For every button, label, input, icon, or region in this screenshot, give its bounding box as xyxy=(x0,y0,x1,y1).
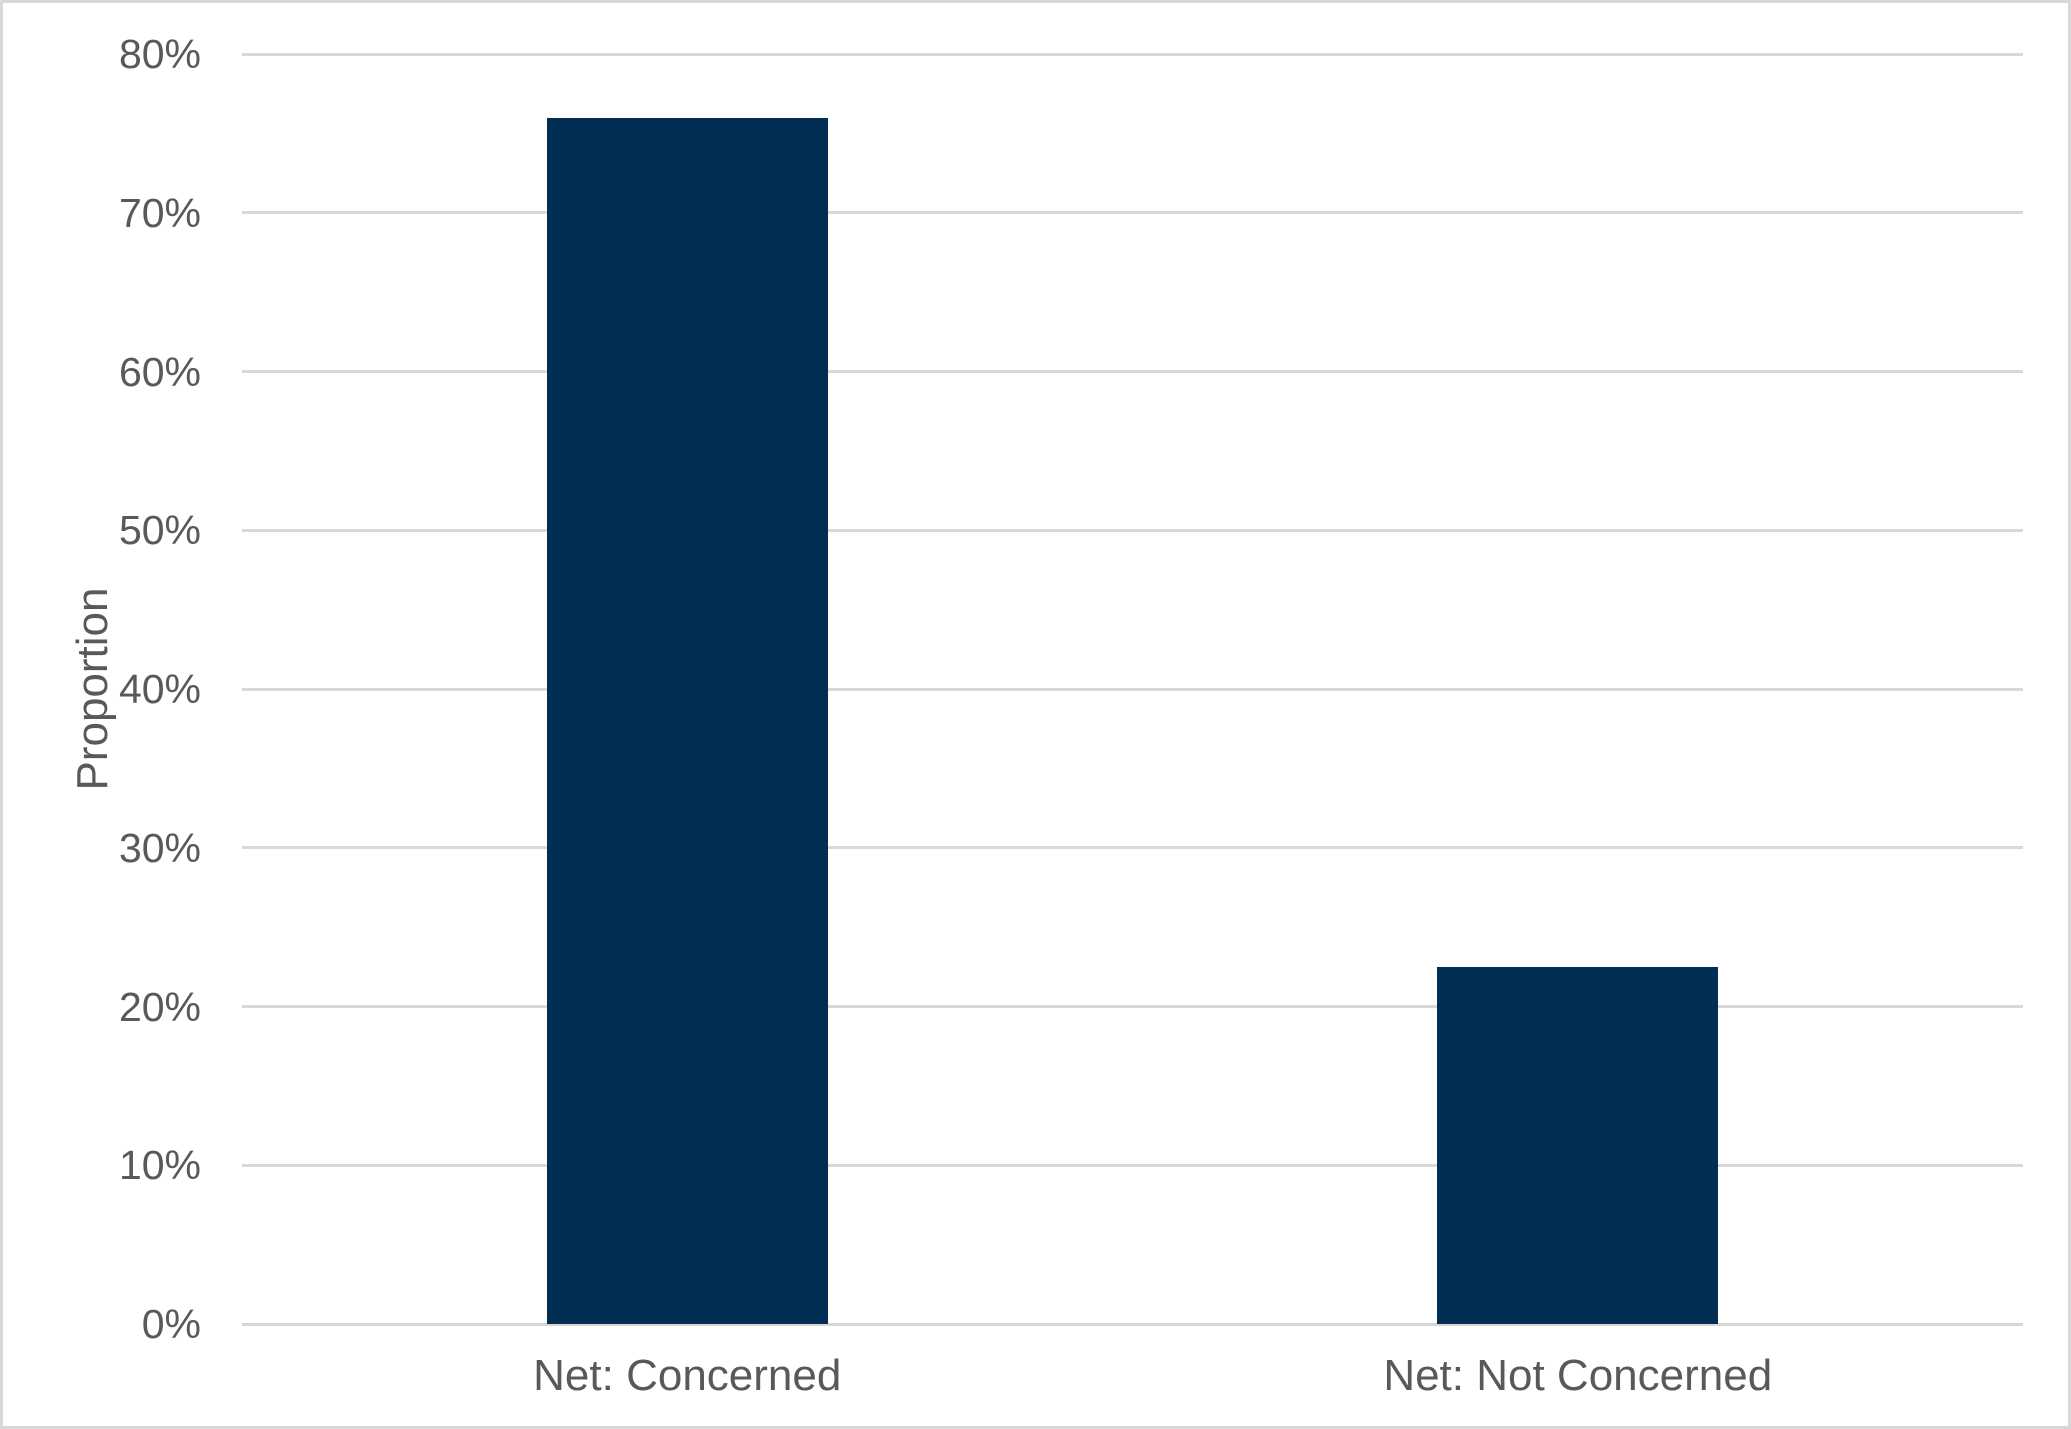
y-tick-label: 0% xyxy=(141,1301,201,1347)
bar xyxy=(546,117,828,1324)
gridline xyxy=(242,211,2023,215)
y-tick-label: 10% xyxy=(118,1142,201,1189)
x-category-label: Net: Not Concerned xyxy=(1383,1351,1773,1400)
y-tick-label: 80% xyxy=(118,31,201,77)
y-tick-label: 30% xyxy=(118,824,201,871)
x-category-label: Net: Concerned xyxy=(533,1351,842,1400)
bars-layer xyxy=(3,3,2068,1426)
gridline xyxy=(242,370,2023,373)
x-axis-line xyxy=(242,1322,2023,1326)
bar xyxy=(1437,966,1719,1324)
gridline xyxy=(242,52,2023,56)
y-tick-label: 20% xyxy=(118,983,201,1030)
y-tick-label: 40% xyxy=(118,666,201,712)
y-tick-label: 50% xyxy=(118,507,201,554)
gridlines-layer xyxy=(3,3,2068,1426)
gridline xyxy=(242,846,2023,850)
y-tick-label: 70% xyxy=(118,189,201,236)
gridline xyxy=(242,1163,2023,1167)
x-axis-category-labels: Net: Concerned Net: Not Concerned xyxy=(3,3,2068,1426)
gridline xyxy=(242,687,2023,691)
gridline xyxy=(242,528,2023,532)
y-tick-label: 60% xyxy=(118,348,201,395)
y-axis-tick-labels: 0% 10% 20% 30% 40% 50% 60% 70% 80% xyxy=(3,3,2068,1426)
gridline xyxy=(242,1005,2023,1008)
